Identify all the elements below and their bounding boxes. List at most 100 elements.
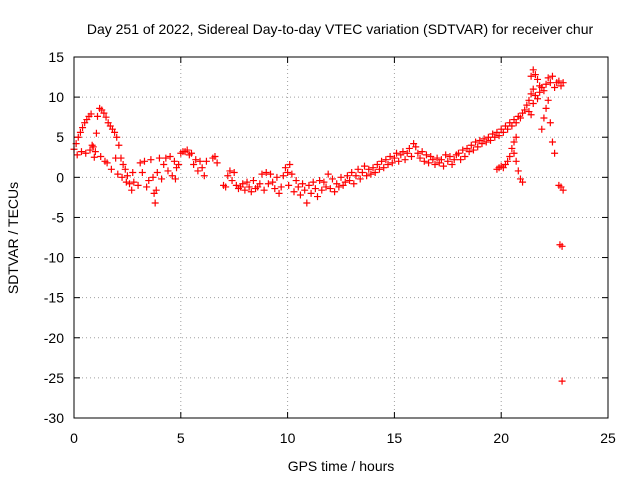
data-point — [309, 178, 317, 186]
data-point — [170, 157, 178, 165]
data-point — [510, 138, 518, 146]
data-point — [504, 157, 512, 165]
data-point — [89, 143, 97, 151]
data-point — [331, 188, 339, 196]
data-point — [113, 133, 121, 141]
data-point — [213, 159, 221, 167]
data-point — [224, 172, 232, 180]
data-point — [386, 152, 394, 160]
data-point — [457, 156, 465, 164]
x-tick-label: 20 — [493, 430, 509, 446]
data-point — [499, 128, 507, 136]
data-point — [373, 160, 381, 168]
y-tick-label: -20 — [44, 330, 64, 346]
data-point — [431, 160, 439, 168]
data-point — [538, 125, 546, 133]
data-point — [529, 66, 537, 74]
data-point — [114, 170, 122, 178]
data-point — [448, 160, 456, 168]
data-point — [354, 165, 362, 173]
data-point — [87, 110, 95, 118]
data-point — [512, 119, 520, 127]
data-point — [136, 159, 144, 167]
data-point — [286, 160, 294, 168]
y-tick-label: 10 — [48, 89, 64, 105]
data-point — [523, 101, 531, 109]
data-point — [288, 170, 296, 178]
data-point — [367, 170, 375, 178]
data-point — [122, 178, 130, 186]
data-point — [534, 75, 542, 83]
data-point — [558, 377, 566, 385]
data-point — [267, 170, 275, 178]
data-point — [275, 189, 283, 197]
data-point — [111, 128, 119, 136]
data-point — [544, 74, 552, 82]
y-tick-label: 5 — [56, 129, 64, 145]
data-point — [324, 170, 332, 178]
data-point — [88, 141, 96, 149]
data-point — [168, 172, 176, 180]
data-point — [393, 149, 401, 157]
data-point — [158, 175, 166, 183]
data-point — [536, 88, 544, 96]
data-point — [138, 169, 146, 177]
data-point — [107, 165, 115, 173]
data-point — [264, 180, 272, 188]
data-point — [516, 114, 524, 122]
data-point — [446, 152, 454, 160]
data-point — [290, 188, 298, 196]
y-tick-label: -10 — [44, 250, 64, 266]
data-point — [506, 152, 514, 160]
data-point — [130, 178, 138, 186]
data-point — [422, 151, 430, 159]
data-point — [546, 119, 554, 127]
data-point — [153, 169, 161, 177]
data-point — [337, 173, 345, 181]
data-point — [534, 95, 542, 103]
data-point — [277, 183, 285, 191]
data-point — [369, 164, 377, 172]
data-point — [378, 157, 386, 165]
data-point — [247, 188, 255, 196]
data-point — [454, 149, 462, 157]
data-point — [166, 152, 174, 160]
data-point — [469, 146, 477, 154]
data-point — [390, 154, 398, 162]
data-point — [222, 183, 230, 191]
data-point — [504, 125, 512, 133]
data-point — [118, 173, 126, 181]
data-point — [491, 133, 499, 141]
data-point — [183, 146, 191, 154]
y-tick-label: 15 — [48, 49, 64, 65]
data-point — [508, 144, 516, 152]
data-point — [318, 186, 326, 194]
data-point — [412, 143, 420, 151]
data-point — [388, 159, 396, 167]
data-point — [335, 183, 343, 191]
y-axis-label: SDTVAR / TECUs — [5, 182, 21, 294]
data-point — [405, 144, 413, 152]
data-point — [544, 96, 552, 104]
data-point — [467, 141, 475, 149]
data-point — [256, 180, 264, 188]
data-point — [352, 172, 360, 180]
data-point — [239, 180, 247, 188]
data-point — [143, 183, 151, 191]
x-tick-label: 0 — [70, 430, 78, 446]
data-point — [465, 148, 473, 156]
data-point — [145, 177, 153, 185]
data-point — [269, 178, 277, 186]
data-point — [97, 152, 105, 160]
data-point — [395, 157, 403, 165]
data-point — [420, 157, 428, 165]
data-point — [380, 164, 388, 172]
data-point — [414, 149, 422, 157]
data-point — [450, 156, 458, 164]
data-point — [152, 186, 160, 194]
data-point — [555, 77, 563, 85]
data-point — [375, 165, 383, 173]
data-point — [147, 156, 155, 164]
data-point — [512, 133, 520, 141]
data-point — [512, 157, 520, 165]
